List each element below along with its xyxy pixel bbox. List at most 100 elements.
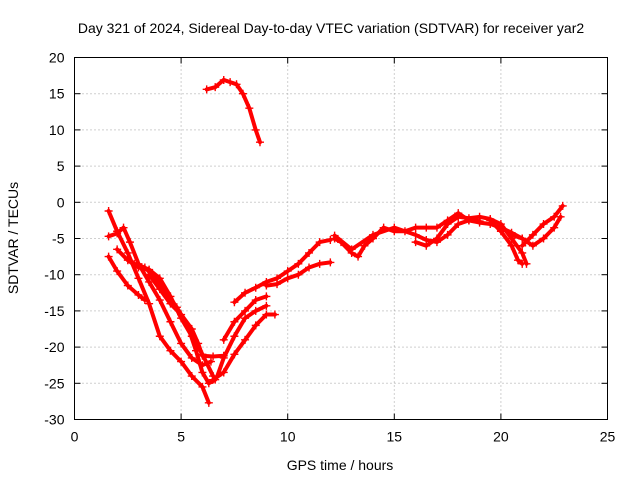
series-track-14: [330, 216, 484, 254]
data-point: [204, 398, 213, 407]
x-axis-label: GPS time / hours: [287, 457, 394, 473]
data-point: [305, 248, 314, 257]
x-tick-label: 0: [71, 429, 79, 445]
data-point: [270, 310, 279, 319]
data-point: [390, 223, 399, 232]
chart-title: Day 321 of 2024, Sidereal Day-to-day VTE…: [78, 20, 584, 36]
data-point: [123, 281, 132, 290]
x-tick-label: 10: [280, 429, 296, 445]
data-point: [238, 89, 247, 98]
data-point: [528, 230, 537, 239]
data-point: [443, 220, 452, 229]
data-point: [113, 229, 122, 238]
data-point: [262, 301, 271, 310]
data-point: [486, 216, 495, 225]
y-tick-label: -30: [44, 412, 64, 428]
plot-frame: [74, 57, 608, 420]
data-point: [241, 335, 250, 344]
series-line: [413, 214, 529, 266]
data-point: [219, 368, 228, 377]
x-tick-label: 15: [387, 429, 403, 445]
data-point: [119, 223, 128, 232]
data-point: [113, 245, 122, 254]
data-point: [145, 277, 154, 286]
data-point: [550, 223, 559, 232]
series-line: [215, 303, 269, 379]
y-axis-label: SDTVAR / TECUs: [5, 182, 21, 294]
data-point: [194, 339, 203, 348]
data-point: [251, 296, 260, 305]
data-point: [241, 314, 250, 323]
data-point: [330, 231, 339, 240]
data-point: [145, 299, 154, 308]
data-point: [496, 227, 505, 236]
data-point: [198, 382, 207, 391]
data-point: [145, 270, 154, 279]
x-tick-label: 20: [493, 429, 509, 445]
data-point: [166, 346, 175, 355]
data-point: [130, 259, 139, 268]
series-track-17: [507, 212, 565, 250]
series-line: [211, 312, 277, 382]
data-point: [198, 368, 207, 377]
data-point: [411, 238, 420, 247]
data-point: [251, 125, 260, 134]
data-point: [475, 212, 484, 221]
data-point: [155, 296, 164, 305]
data-point: [513, 256, 522, 265]
data-point: [219, 75, 228, 84]
data-point: [507, 241, 516, 250]
data-point: [443, 230, 452, 239]
data-point: [230, 332, 239, 341]
data-point: [245, 104, 254, 113]
data-point: [518, 259, 527, 268]
data-series: [104, 75, 567, 407]
data-point: [315, 259, 324, 268]
data-point: [411, 223, 420, 232]
data-point: [213, 372, 222, 381]
series-line: [106, 209, 211, 405]
series-track-8: [209, 310, 279, 384]
data-point: [354, 252, 363, 261]
data-point: [125, 238, 134, 247]
data-point: [219, 353, 228, 362]
series-track-18: [518, 201, 567, 250]
data-point: [113, 267, 122, 276]
data-point: [187, 325, 196, 333]
data-point: [177, 310, 186, 319]
data-point: [123, 248, 132, 257]
data-point: [454, 212, 463, 221]
data-point: [528, 241, 537, 250]
y-tick-label: 5: [57, 158, 65, 174]
series-track-10: [219, 292, 271, 344]
x-tick-label: 5: [177, 429, 185, 445]
series-track-15: [411, 212, 531, 268]
data-point: [558, 201, 567, 210]
data-point: [209, 375, 218, 384]
data-point: [464, 214, 473, 223]
data-point: [496, 220, 505, 229]
data-point: [230, 317, 239, 326]
data-point: [187, 353, 196, 362]
data-point: [251, 321, 260, 330]
series-line: [106, 225, 213, 368]
data-point: [411, 230, 420, 239]
y-tick-label: -15: [44, 303, 64, 319]
data-point: [166, 317, 175, 326]
data-point: [166, 299, 175, 308]
data-point: [347, 245, 356, 254]
data-point: [294, 270, 303, 279]
data-point: [255, 138, 264, 147]
data-point: [241, 306, 250, 315]
data-point: [209, 352, 218, 361]
data-point: [198, 351, 207, 360]
data-point: [187, 372, 196, 381]
data-point: [539, 234, 548, 243]
data-point: [155, 332, 164, 341]
data-point: [550, 212, 559, 221]
data-point: [123, 256, 132, 265]
data-point: [283, 267, 292, 276]
x-tick-label: 25: [600, 429, 616, 445]
y-tick-label: -5: [52, 231, 65, 247]
data-point: [134, 290, 143, 299]
